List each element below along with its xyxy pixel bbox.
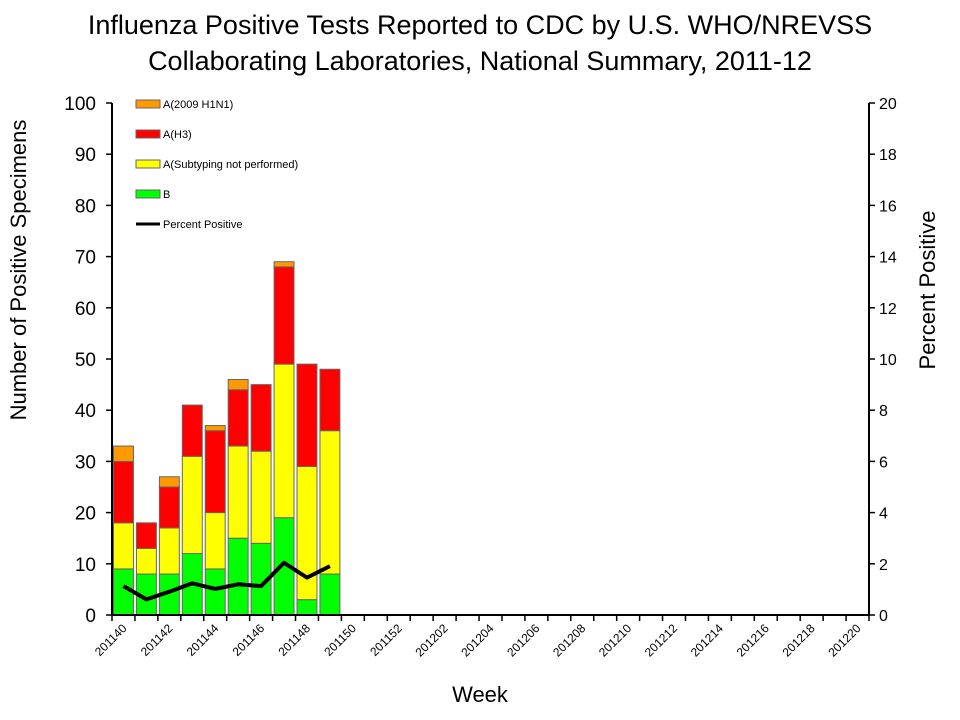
x-tick-label: 201204 [458, 621, 496, 659]
y-tick-label: 40 [75, 401, 96, 422]
legend-label: Percent Positive [163, 219, 242, 231]
legend-swatch [135, 159, 161, 169]
y-tick-label: 60 [75, 299, 96, 320]
bar-a-h3- [250, 384, 272, 452]
bar-a-2009-h1n1- [227, 378, 249, 391]
percent-positive-line [122, 560, 331, 602]
bar-a-subtyping-not-performed- [135, 547, 157, 575]
y-tick-label: 50 [75, 350, 96, 371]
y2-tick-label: 18 [879, 147, 897, 164]
bar-a-2009-h1n1- [204, 425, 226, 432]
bar-a-h3- [204, 430, 226, 514]
bar-b [319, 573, 341, 616]
y2-tick-label: 12 [879, 301, 897, 318]
y2-axis-label: Percent Positive [915, 211, 940, 370]
y2-tick-label: 16 [879, 198, 897, 215]
y-tick-label: 100 [64, 94, 96, 115]
x-tick-label: 201208 [550, 621, 588, 659]
y2-tick-label: 4 [879, 506, 888, 523]
bar-a-subtyping-not-performed- [319, 430, 341, 575]
y-tick-label: 0 [85, 606, 96, 627]
chart-title-line1: Influenza Positive Tests Reported to CDC… [87, 10, 873, 40]
bar-a-subtyping-not-performed- [113, 522, 134, 570]
bar-a-subtyping-not-performed- [227, 445, 249, 539]
x-axis-label: Week [452, 682, 509, 707]
x-tick-label: 201148 [276, 621, 314, 659]
legend-label: A(2009 H1N1) [163, 99, 233, 111]
x-tick-label: 201218 [780, 621, 818, 659]
chart-title-line2: Collaborating Laboratories, National Sum… [148, 46, 812, 76]
bar-a-subtyping-not-performed- [158, 527, 180, 575]
y2-tick-label: 10 [879, 352, 897, 369]
x-tick-label: 201220 [825, 621, 863, 659]
bar-a-subtyping-not-performed- [273, 363, 295, 519]
legend-swatch [135, 189, 161, 199]
bar-a-h3- [296, 363, 318, 468]
y-axis-label: Number of Positive Specimens [6, 120, 31, 421]
legend-label: A(Subtyping not performed) [163, 159, 298, 171]
x-tick-label: 201202 [413, 621, 451, 659]
bar-a-h3- [113, 460, 134, 524]
x-tick-label: 201212 [642, 621, 680, 659]
bar-a-h3- [273, 266, 295, 365]
x-tick-label: 201150 [321, 621, 359, 659]
bar-a-subtyping-not-performed- [181, 455, 203, 555]
x-tick-label: 201214 [688, 621, 726, 659]
y2-tick-label: 20 [879, 96, 897, 113]
x-tick-label: 201142 [138, 621, 176, 659]
bar-b [296, 599, 318, 616]
legend-label: A(H3) [163, 129, 192, 141]
x-tick-label: 201216 [734, 621, 772, 659]
bar-b [204, 568, 226, 616]
y2-tick-label: 0 [879, 608, 888, 625]
legend-label: B [163, 189, 170, 201]
bar-a-2009-h1n1- [273, 261, 295, 268]
legend-swatch [135, 99, 161, 109]
bar-a-h3- [227, 389, 249, 447]
x-tick-label: 201146 [230, 621, 268, 659]
bar-a-h3- [135, 522, 157, 549]
y-tick-label: 20 [75, 504, 96, 525]
y2-tick-label: 14 [879, 250, 897, 267]
y2-tick-label: 6 [879, 454, 888, 471]
x-tick-label: 201210 [596, 621, 634, 659]
bar-a-2009-h1n1- [158, 476, 180, 488]
y-tick-label: 80 [75, 196, 96, 217]
bar-a-h3- [319, 368, 341, 432]
bar-a-h3- [158, 486, 180, 529]
x-tick-label: 201144 [184, 621, 222, 659]
y2-tick-label: 2 [879, 557, 888, 574]
x-tick-label: 201152 [367, 621, 405, 659]
x-tick-label: 201206 [504, 621, 542, 659]
bar-a-2009-h1n1- [113, 445, 134, 462]
bar-a-subtyping-not-performed- [250, 450, 272, 544]
y-tick-label: 70 [75, 248, 96, 269]
y-tick-label: 90 [75, 145, 96, 166]
bar-a-subtyping-not-performed- [204, 512, 226, 570]
y2-tick-label: 8 [879, 403, 888, 420]
bar-a-subtyping-not-performed- [296, 466, 318, 601]
bar-b [227, 537, 249, 616]
x-tick-label: 201140 [92, 621, 130, 659]
y-tick-label: 10 [75, 555, 96, 576]
y-tick-label: 30 [75, 452, 96, 473]
bar-a-h3- [181, 404, 203, 457]
legend-swatch [135, 129, 161, 139]
